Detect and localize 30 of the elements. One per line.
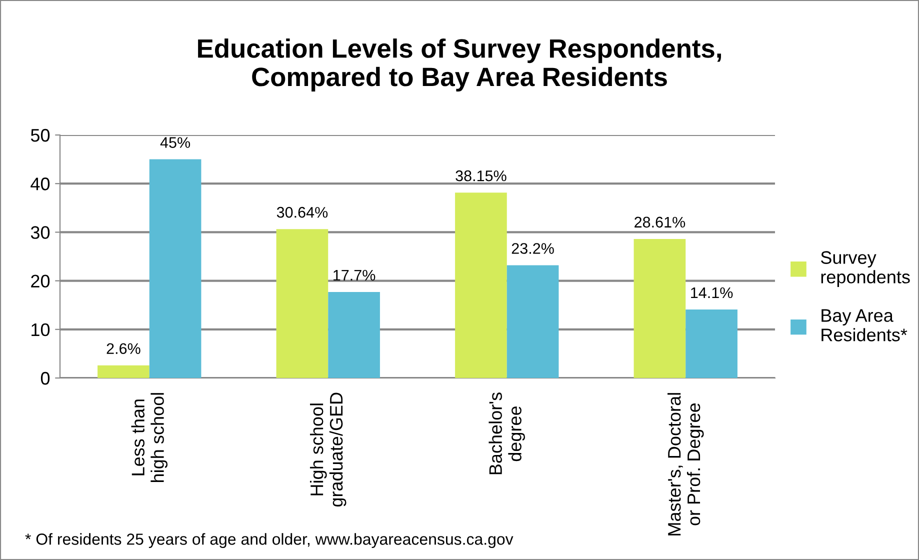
x-tick-label: Bachelor's degree — [488, 392, 526, 474]
bar — [686, 309, 738, 378]
y-tick-label: 0 — [40, 372, 50, 385]
bar — [328, 292, 380, 378]
y-tick-label: 50 — [30, 128, 50, 142]
bar — [634, 238, 686, 378]
y-tick-label: 30 — [30, 226, 50, 239]
bar — [506, 265, 559, 378]
data-label: 38.15% — [456, 170, 506, 182]
legend-label: Survey repondents — [820, 251, 910, 287]
bar — [149, 159, 202, 378]
x-tick-label: Master's, Doctoral or Prof. Degree — [667, 393, 704, 536]
data-label: 17.7% — [334, 270, 376, 281]
legend-label: Bay Area Residents* — [822, 309, 908, 342]
data-label: 45% — [160, 137, 190, 148]
y-tick-label: 10 — [32, 323, 50, 336]
data-label: 2.6% — [106, 343, 140, 354]
data-label: 30.64% — [276, 206, 328, 218]
data-label: 23.2% — [512, 243, 554, 254]
y-tick-label: 20 — [31, 274, 50, 288]
bar — [98, 365, 150, 378]
y-tick-label: 40 — [30, 178, 50, 190]
x-tick-label: Less than high school — [131, 393, 168, 482]
text: * Of residents 25 years of age and older, www.bayareacensus.ca.gov — [25, 533, 514, 548]
data-label: 14.1% — [691, 287, 733, 298]
bar — [455, 192, 507, 378]
bar — [276, 229, 328, 378]
data-label: 28.61% — [634, 216, 686, 228]
x-tick-label: High school graduate/GED — [310, 392, 346, 507]
chart-title: Education Levels of Survey Respondents, Compared to Bay Area Residents — [198, 38, 721, 92]
